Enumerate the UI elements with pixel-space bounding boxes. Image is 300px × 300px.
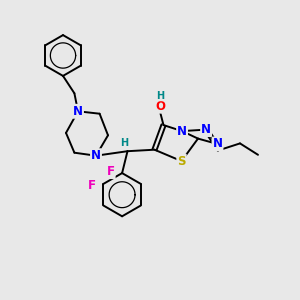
Text: N: N: [201, 123, 211, 136]
Text: F: F: [107, 165, 115, 178]
Text: N: N: [212, 137, 223, 151]
Text: O: O: [155, 100, 166, 113]
Text: F: F: [88, 179, 96, 192]
Text: S: S: [177, 154, 186, 168]
Text: N: N: [91, 149, 101, 162]
Text: H: H: [120, 138, 128, 148]
Text: N: N: [177, 124, 187, 138]
Text: H: H: [156, 91, 165, 101]
Text: N: N: [73, 105, 83, 118]
